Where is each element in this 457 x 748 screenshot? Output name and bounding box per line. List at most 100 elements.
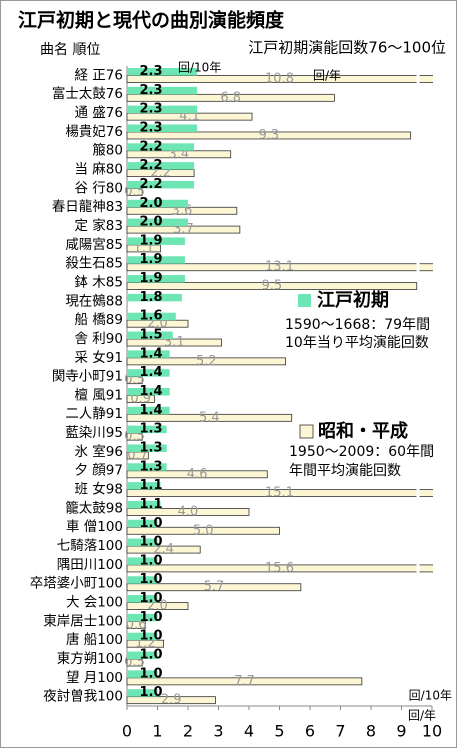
category-label: 箙80 bbox=[92, 142, 123, 159]
category-label: 東岸居士100 bbox=[43, 613, 123, 629]
category-label: 定 家83 bbox=[75, 217, 123, 234]
value-label: 5.4 bbox=[199, 410, 220, 425]
category-label: 経 正76 bbox=[75, 67, 123, 83]
value-label: 1.4 bbox=[139, 365, 162, 380]
bar bbox=[127, 237, 185, 245]
x-tick-label: 10 bbox=[422, 722, 442, 741]
category-label: 谷 行80 bbox=[75, 180, 123, 196]
value-label: 1.4 bbox=[139, 384, 162, 399]
value-label: 1.9 bbox=[139, 252, 162, 267]
category-label: 唐 船100 bbox=[66, 631, 123, 648]
bar bbox=[127, 331, 173, 340]
category-label: 卒塔婆小町100 bbox=[30, 576, 123, 592]
bar bbox=[127, 538, 158, 547]
value-label: 1.9 bbox=[139, 271, 162, 286]
bar bbox=[127, 500, 161, 509]
value-label: 2.4 bbox=[153, 542, 174, 557]
category-label: 富士太鼓76 bbox=[52, 85, 123, 102]
value-label: 2.2 bbox=[139, 139, 162, 154]
category-label: 咸陽宮85 bbox=[65, 237, 123, 253]
bar bbox=[126, 263, 433, 272]
value-label: 1.0 bbox=[139, 572, 162, 587]
value-label: 1.0 bbox=[139, 553, 162, 568]
legend-note: 1590～1668：79年間 bbox=[285, 317, 430, 333]
category-label: 藍染川95 bbox=[65, 425, 123, 441]
bar bbox=[127, 519, 158, 528]
value-label: 1.4 bbox=[139, 403, 162, 418]
x-tick-label: 4 bbox=[244, 722, 254, 741]
value-label: 9.5 bbox=[262, 279, 283, 294]
category-label: 七騎落100 bbox=[57, 538, 123, 554]
value-label: 15.1 bbox=[265, 486, 294, 501]
value-label: 1.1 bbox=[139, 478, 162, 493]
bar bbox=[126, 357, 287, 366]
bar bbox=[126, 508, 250, 516]
value-label: 1.4 bbox=[139, 346, 162, 361]
unit-label: 回/年 bbox=[408, 709, 436, 723]
bar bbox=[127, 105, 198, 114]
value-label: 2.0 bbox=[139, 215, 162, 230]
category-label: 春日龍神83 bbox=[52, 198, 123, 215]
value-label: 15.6 bbox=[265, 561, 294, 576]
category-label: 現在鵺88 bbox=[65, 293, 123, 309]
bar bbox=[126, 75, 433, 83]
category-label: 船 橋89 bbox=[75, 312, 123, 328]
category-label: 二人静91 bbox=[65, 406, 123, 422]
value-label: 1.3 bbox=[139, 422, 162, 437]
category-label: 隅田川100 bbox=[57, 557, 123, 573]
category-label: 楊貴妃76 bbox=[65, 124, 123, 140]
value-label: 2.2 bbox=[139, 177, 162, 192]
category-label: 当 麻80 bbox=[75, 162, 123, 178]
x-tick-label: 6 bbox=[305, 722, 315, 741]
bar bbox=[127, 312, 176, 321]
x-tick-label: 1 bbox=[152, 722, 162, 741]
bar bbox=[127, 143, 195, 151]
bar bbox=[126, 413, 293, 422]
category-label: 氷 室96 bbox=[75, 443, 123, 460]
bar bbox=[127, 406, 170, 415]
unit-label: 回/10年 bbox=[178, 61, 221, 75]
x-tick-label: 0 bbox=[122, 722, 132, 741]
value-label: 2.0 bbox=[139, 196, 162, 211]
value-label: 1.0 bbox=[139, 535, 162, 550]
bar bbox=[126, 583, 302, 592]
x-tick-label: 8 bbox=[366, 722, 376, 741]
bar bbox=[126, 677, 363, 686]
category-label: 鉢 木85 bbox=[75, 274, 123, 290]
bar bbox=[126, 564, 433, 573]
value-label: 1.1 bbox=[139, 497, 162, 512]
bar bbox=[127, 632, 158, 641]
value-label: 2.3 bbox=[139, 83, 162, 98]
bar bbox=[127, 425, 167, 434]
bar bbox=[127, 124, 198, 132]
value-label: 1.0 bbox=[139, 666, 162, 681]
legend-note: 1950～2009：60年間 bbox=[289, 444, 434, 460]
unit-label: 回/年 bbox=[313, 69, 341, 83]
value-label: 1.0 bbox=[139, 685, 162, 700]
bar bbox=[127, 613, 158, 622]
bar bbox=[126, 282, 418, 290]
bar bbox=[127, 557, 158, 565]
bar bbox=[127, 68, 198, 76]
value-label: 1.0 bbox=[139, 610, 162, 625]
category-label: 望 月100 bbox=[66, 670, 123, 686]
bar bbox=[126, 489, 433, 498]
value-label: 1.0 bbox=[139, 648, 162, 663]
bar bbox=[127, 350, 170, 358]
bar bbox=[127, 218, 188, 227]
bar bbox=[127, 293, 182, 302]
value-label: 2.9 bbox=[161, 693, 182, 708]
value-label: 4.6 bbox=[187, 467, 208, 482]
bar bbox=[127, 670, 158, 678]
bar bbox=[127, 595, 158, 603]
bar bbox=[127, 689, 158, 697]
bar bbox=[127, 180, 195, 189]
bar bbox=[127, 199, 188, 208]
legend-label: 江戸初期 bbox=[317, 289, 389, 311]
category-label: 舎 利90 bbox=[75, 331, 123, 347]
value-label: 13.1 bbox=[265, 260, 294, 275]
value-label: 6.8 bbox=[220, 90, 241, 105]
bar bbox=[126, 545, 201, 554]
value-label: 1.0 bbox=[139, 516, 162, 531]
